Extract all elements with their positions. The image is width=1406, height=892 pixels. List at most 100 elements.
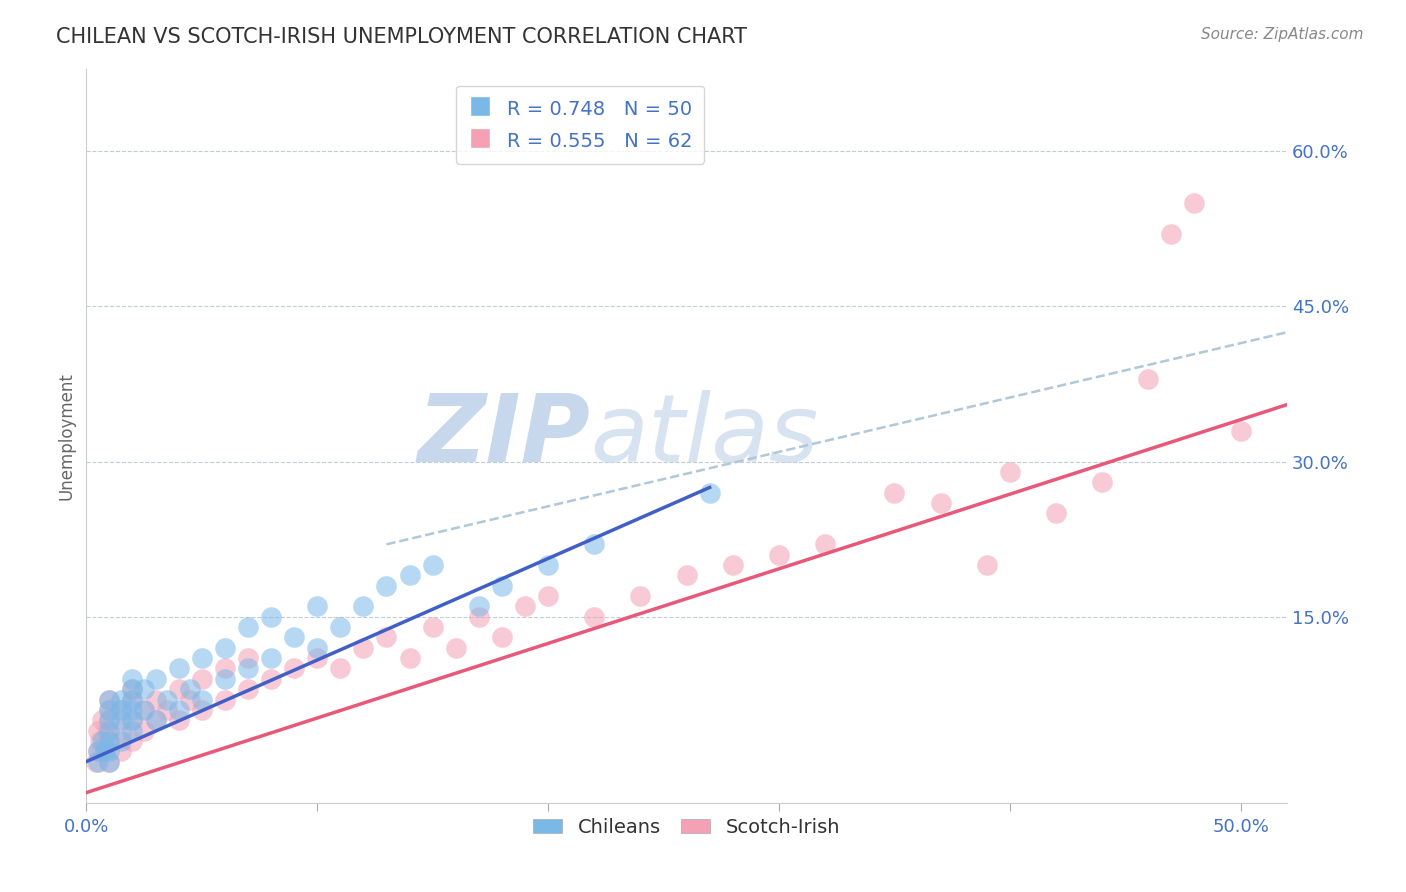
Point: [145, 713, 167, 727]
Point: [98, 692, 121, 706]
Point: [156, 692, 179, 706]
Text: CHILEAN VS SCOTCH-IRISH UNEMPLOYMENT CORRELATION CHART: CHILEAN VS SCOTCH-IRISH UNEMPLOYMENT COR…: [56, 27, 747, 46]
Point: [98, 734, 121, 748]
Point: [98, 713, 121, 727]
Point: [260, 672, 283, 686]
Point: [110, 713, 132, 727]
Y-axis label: Unemployment: Unemployment: [58, 372, 75, 500]
Point: [167, 703, 190, 717]
Point: [583, 537, 606, 551]
Point: [89, 734, 111, 748]
Point: [94, 744, 117, 758]
Point: [110, 734, 132, 748]
Point: [121, 713, 143, 727]
Point: [167, 661, 190, 675]
Point: [96, 723, 118, 738]
Point: [375, 631, 398, 645]
Point: [110, 703, 132, 717]
Point: [375, 579, 398, 593]
Point: [214, 661, 236, 675]
Point: [721, 558, 744, 572]
Point: [98, 713, 121, 727]
Point: [260, 651, 283, 665]
Point: [87, 744, 110, 758]
Point: [87, 723, 110, 738]
Point: [422, 620, 444, 634]
Point: [121, 713, 143, 727]
Point: [110, 703, 132, 717]
Point: [1184, 196, 1206, 211]
Point: [98, 734, 121, 748]
Point: [236, 682, 259, 697]
Point: [236, 620, 259, 634]
Point: [329, 620, 352, 634]
Point: [121, 682, 143, 697]
Point: [283, 631, 305, 645]
Point: [583, 609, 606, 624]
Point: [98, 723, 121, 738]
Point: [167, 713, 190, 727]
Point: [513, 599, 536, 614]
Point: [444, 640, 467, 655]
Point: [121, 703, 143, 717]
Point: [236, 651, 259, 665]
Point: [87, 755, 110, 769]
Point: [283, 661, 305, 675]
Point: [537, 558, 560, 572]
Text: atlas: atlas: [591, 390, 818, 482]
Point: [121, 692, 143, 706]
Point: [236, 661, 259, 675]
Point: [121, 682, 143, 697]
Point: [214, 692, 236, 706]
Point: [132, 703, 155, 717]
Text: Source: ZipAtlas.com: Source: ZipAtlas.com: [1201, 27, 1364, 42]
Point: [190, 703, 212, 717]
Point: [998, 465, 1021, 479]
Point: [329, 661, 352, 675]
Point: [814, 537, 837, 551]
Point: [156, 703, 179, 717]
Point: [190, 672, 212, 686]
Point: [110, 692, 132, 706]
Legend: Chileans, Scotch-Irish: Chileans, Scotch-Irish: [526, 810, 848, 845]
Point: [537, 589, 560, 603]
Point: [468, 609, 491, 624]
Point: [398, 568, 420, 582]
Point: [468, 599, 491, 614]
Point: [307, 640, 329, 655]
Point: [145, 672, 167, 686]
Point: [1160, 227, 1182, 241]
Point: [121, 692, 143, 706]
Point: [98, 755, 121, 769]
Point: [352, 640, 374, 655]
Point: [98, 692, 121, 706]
Point: [422, 558, 444, 572]
Point: [398, 651, 420, 665]
Point: [260, 609, 283, 624]
Point: [98, 703, 121, 717]
Point: [1229, 424, 1251, 438]
Point: [98, 744, 121, 758]
Point: [167, 682, 190, 697]
Point: [976, 558, 998, 572]
Point: [87, 744, 110, 758]
Point: [145, 713, 167, 727]
Point: [352, 599, 374, 614]
Point: [179, 682, 201, 697]
Point: [132, 682, 155, 697]
Point: [121, 672, 143, 686]
Point: [190, 692, 212, 706]
Point: [699, 485, 721, 500]
Point: [121, 723, 143, 738]
Point: [91, 713, 114, 727]
Point: [883, 485, 905, 500]
Point: [98, 755, 121, 769]
Point: [98, 703, 121, 717]
Text: ZIP: ZIP: [418, 390, 591, 482]
Point: [1091, 475, 1114, 490]
Point: [491, 631, 513, 645]
Point: [929, 496, 952, 510]
Point: [145, 692, 167, 706]
Point: [121, 734, 143, 748]
Point: [190, 651, 212, 665]
